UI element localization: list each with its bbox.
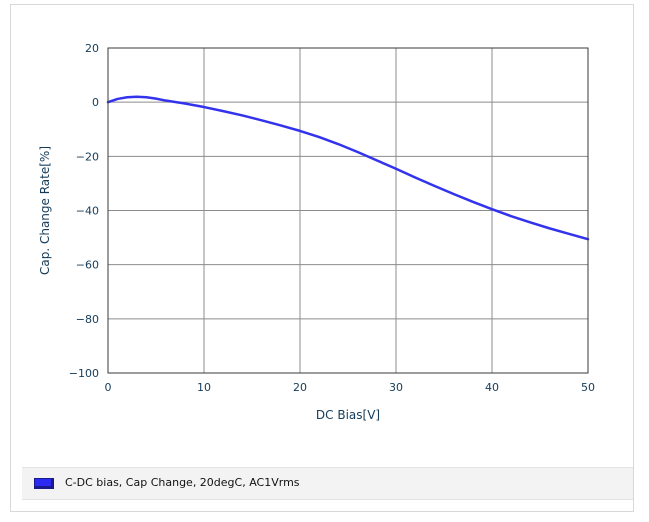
series-layer bbox=[106, 95, 590, 241]
series-line bbox=[106, 95, 590, 241]
y-tick-label: 0 bbox=[92, 96, 99, 109]
y-tick-label: −80 bbox=[76, 313, 99, 326]
y-tick-label: −40 bbox=[76, 205, 99, 218]
x-tick-label: 50 bbox=[581, 381, 595, 394]
grid-lines bbox=[107, 47, 589, 374]
x-tick-label: 20 bbox=[293, 381, 307, 394]
y-axis-label: Cap. Change Rate[%] bbox=[38, 146, 52, 275]
y-tick-label: 20 bbox=[85, 42, 99, 55]
x-tick-labels: 0 10 20 30 40 50 bbox=[105, 381, 596, 394]
legend-label: C-DC bias, Cap Change, 20degC, AC1Vrms bbox=[65, 476, 300, 489]
x-tick-label: 10 bbox=[197, 381, 211, 394]
x-axis-label: DC Bias[V] bbox=[316, 408, 380, 422]
y-tick-label: −60 bbox=[76, 259, 99, 272]
x-tick-label: 30 bbox=[389, 381, 403, 394]
x-tick-label: 0 bbox=[105, 381, 112, 394]
legend-swatch bbox=[34, 478, 54, 489]
chart-area: 20 0 −20 −40 −60 −80 −100 0 10 20 30 40 50 DC Bias[… bbox=[38, 42, 596, 422]
legend: C-DC bias, Cap Change, 20degC, AC1Vrms bbox=[22, 467, 633, 500]
y-tick-labels: 20 0 −20 −40 −60 −80 −100 bbox=[69, 42, 99, 380]
chart-frame: 20 0 −20 −40 −60 −80 −100 0 10 20 30 40 50 DC Bias[… bbox=[10, 4, 634, 512]
x-tick-label: 40 bbox=[485, 381, 499, 394]
y-tick-label: −100 bbox=[69, 367, 99, 380]
y-tick-label: −20 bbox=[76, 150, 99, 163]
plot-border bbox=[107, 47, 589, 374]
